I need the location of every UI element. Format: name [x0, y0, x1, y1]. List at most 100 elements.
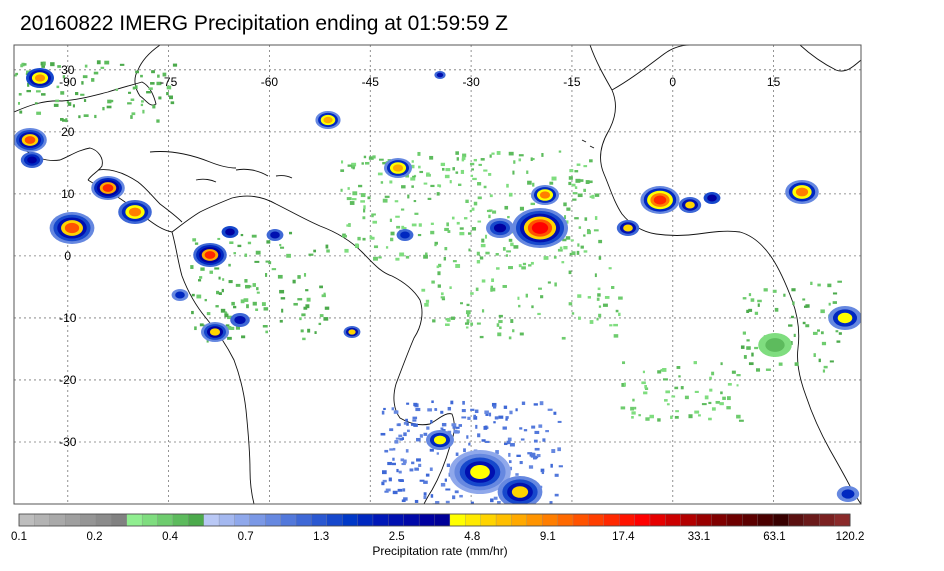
precip-pixel — [530, 202, 536, 206]
colorbar-swatch — [80, 513, 97, 527]
precip-cell — [539, 191, 551, 199]
precip-pixel — [243, 298, 249, 302]
precip-pixel — [505, 416, 509, 419]
precip-pixel — [711, 407, 716, 411]
precip-pixel — [711, 371, 715, 376]
precip-pixel — [837, 280, 842, 283]
precip-pixel — [519, 427, 523, 430]
colorbar-tick-label: 0.1 — [11, 531, 27, 543]
precip-pixel — [561, 261, 565, 264]
precip-pixel — [352, 166, 355, 170]
precip-pixel — [576, 250, 580, 255]
precip-pixel — [384, 195, 390, 198]
precip-pixel — [151, 70, 155, 74]
precip-pixel — [196, 294, 202, 299]
precip-pixel — [457, 183, 462, 187]
precip-pixel — [314, 331, 317, 334]
precip-pixel — [490, 285, 494, 290]
precip-pixel — [140, 74, 143, 78]
precip-pixel — [323, 292, 326, 295]
precip-pixel — [539, 401, 544, 406]
precip-pixel — [508, 192, 513, 197]
precip-pixel — [72, 104, 75, 108]
precip-pixel — [748, 293, 752, 297]
precip-pixel — [736, 384, 739, 387]
precip-pixel — [456, 221, 460, 225]
precip-pixel — [754, 346, 759, 350]
precip-pixel — [477, 220, 482, 223]
precip-pixel — [508, 238, 513, 242]
latitude-label: 30 — [61, 63, 75, 77]
precip-pixel — [480, 243, 486, 248]
precip-pixel — [464, 322, 470, 325]
precip-pixel — [389, 448, 394, 451]
precip-pixel — [467, 232, 472, 235]
precip-pixel — [362, 216, 366, 220]
precip-pixel — [231, 301, 235, 306]
precip-pixel — [446, 463, 451, 468]
precip-pixel — [434, 408, 438, 411]
precip-pixel — [476, 260, 481, 264]
precip-pixel — [217, 237, 221, 240]
precip-pixel — [530, 157, 533, 161]
precip-pixel — [557, 420, 562, 423]
precip-pixel — [576, 163, 581, 166]
precip-pixel — [280, 297, 286, 300]
precip-pixel — [425, 473, 430, 477]
colorbar-swatch — [234, 513, 251, 527]
precip-pixel — [641, 381, 646, 385]
precip-pixel — [586, 230, 591, 235]
precip-pixel — [486, 209, 492, 213]
precip-cell — [209, 328, 221, 336]
precip-pixel — [82, 75, 88, 79]
precip-pixel — [583, 165, 588, 168]
precip-pixel — [402, 227, 407, 230]
precip-pixel — [430, 184, 435, 188]
precip-pixel — [436, 192, 440, 196]
precip-pixel — [763, 288, 768, 292]
precip-pixel — [265, 260, 269, 263]
precip-pixel — [434, 243, 437, 247]
precip-pixel — [783, 293, 786, 297]
colorbar-tick-label: 2.5 — [388, 531, 405, 543]
precip-pixel — [14, 74, 17, 77]
precip-pixel — [484, 234, 488, 239]
precip-pixel — [421, 288, 426, 292]
precip-cell — [392, 164, 404, 172]
precip-pixel — [455, 171, 459, 174]
colorbar-swatch — [634, 513, 651, 527]
precip-pixel — [166, 92, 169, 96]
precip-pixel — [279, 289, 285, 294]
precipitation-field — [14, 60, 861, 504]
precip-pixel — [508, 266, 513, 270]
precip-pixel — [748, 308, 753, 312]
precip-pixel — [613, 323, 618, 327]
colorbar-swatch — [111, 513, 128, 527]
precip-pixel — [413, 200, 417, 203]
precip-pixel — [429, 448, 434, 452]
precip-pixel — [481, 309, 485, 313]
precip-pixel — [463, 448, 466, 453]
colorbar-swatch — [49, 513, 66, 527]
colorbar-swatch — [295, 513, 312, 527]
precip-pixel — [441, 422, 447, 427]
colorbar-swatch — [434, 513, 451, 527]
precip-pixel — [496, 267, 500, 270]
precip-pixel — [778, 362, 783, 366]
precip-pixel — [442, 167, 445, 171]
colorbar-tick-label: 0.4 — [162, 531, 179, 543]
precip-pixel — [518, 154, 524, 157]
precip-pixel — [450, 316, 455, 320]
precip-pixel — [594, 273, 597, 278]
precip-pixel — [228, 263, 231, 267]
colorbar-swatch — [742, 513, 759, 527]
precip-pixel — [349, 201, 355, 205]
precip-pixel — [483, 185, 487, 189]
colorbar-swatch — [188, 513, 205, 527]
precip-pixel — [399, 437, 403, 441]
precip-pixel — [323, 317, 329, 321]
precip-pixel — [130, 115, 133, 119]
colorbar-swatch — [18, 513, 35, 527]
precip-pixel — [134, 85, 138, 90]
colorbar-swatch — [418, 513, 436, 527]
